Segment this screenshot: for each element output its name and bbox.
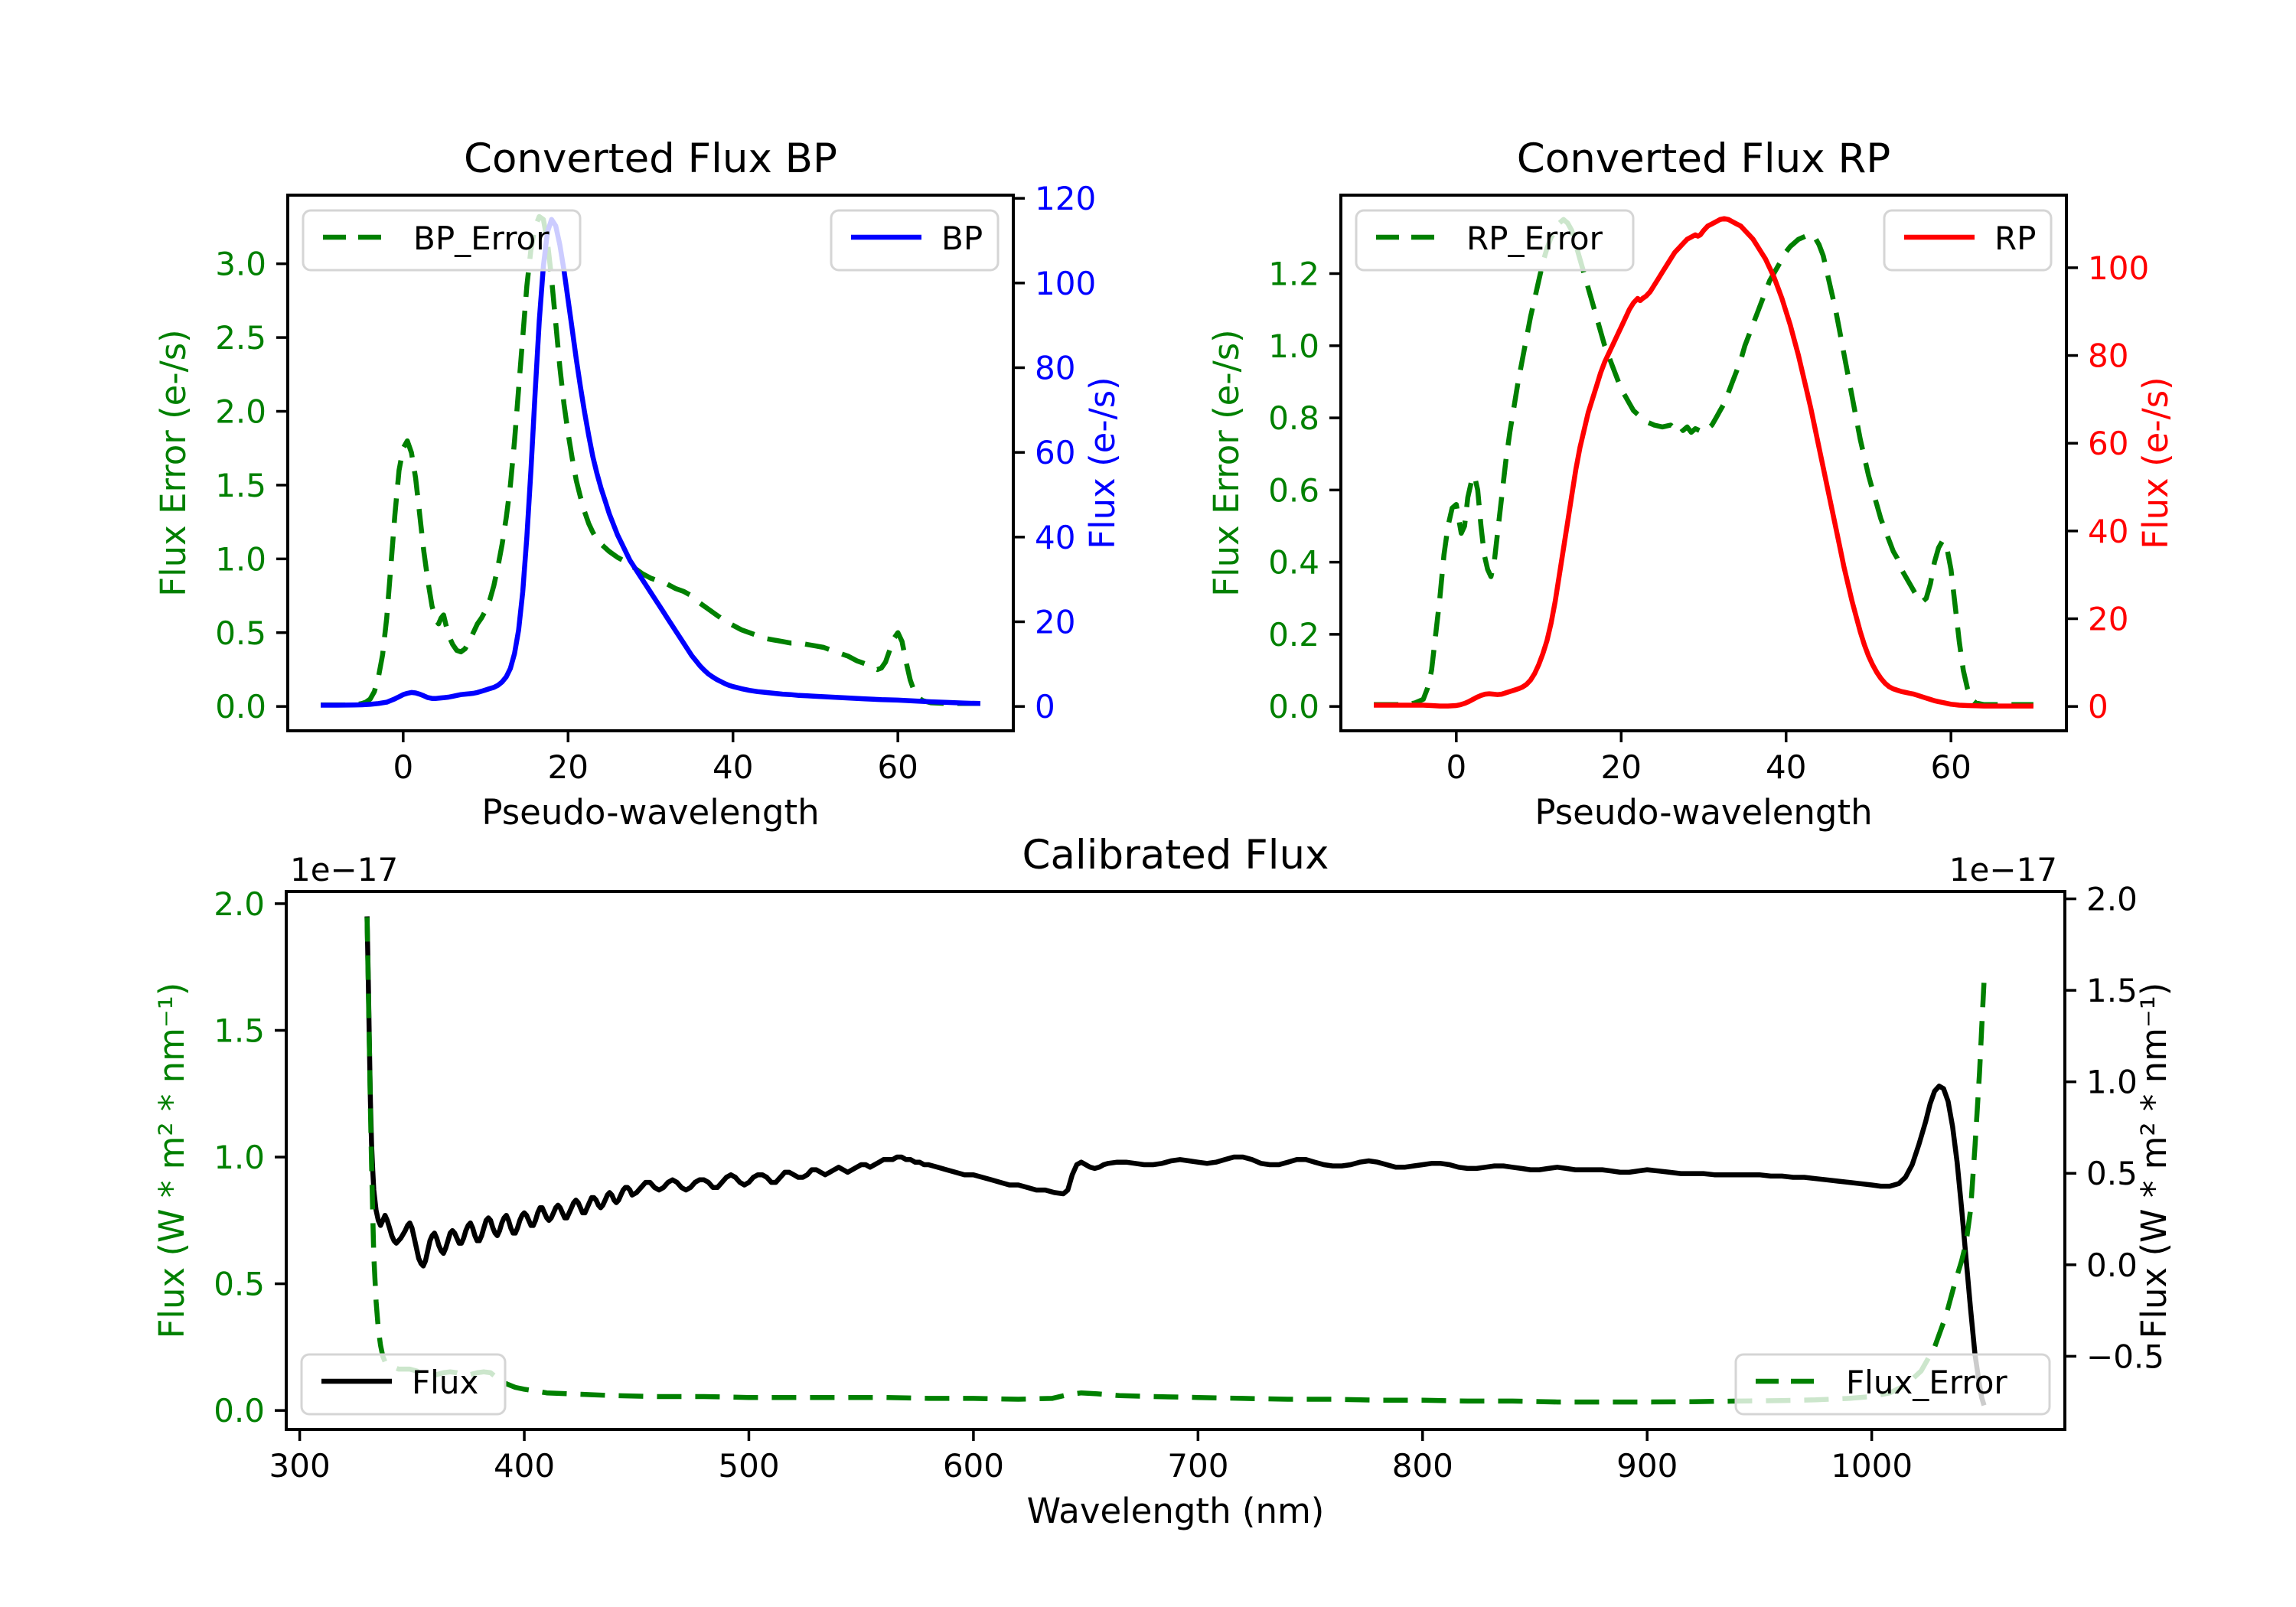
- y-tick-label-right: 40: [2088, 513, 2128, 550]
- y-axis-label-right: Flux (e-/s): [2135, 376, 2176, 549]
- y-tick-label-right: 0.5: [2086, 1155, 2138, 1192]
- bp-line: [321, 217, 980, 708]
- rp-error-line: [1374, 217, 2033, 708]
- y-tick-label-right: 120: [1035, 180, 1096, 217]
- y-tick-label-left: 2.5: [215, 319, 266, 357]
- y-tick-label-right: 40: [1035, 519, 1075, 556]
- subplot-rp: 0 20 40 60 0.0 0.2 0.4 0.6 0.8 1.0 1.2 0 20 40 60 80 100…: [1206, 135, 2176, 833]
- legend-label: RP: [1994, 220, 2037, 257]
- y-tick-label-right: 80: [1035, 349, 1075, 386]
- legend-flux: Flux: [300, 1353, 507, 1416]
- y-axis-label-right: Flux (W * m² * nm⁻¹): [2134, 983, 2174, 1339]
- axes-spines: [286, 194, 1015, 732]
- legend-box: [300, 1353, 507, 1416]
- y-tick-label-left: 0.8: [1268, 399, 1319, 437]
- legend-box: [302, 209, 582, 272]
- x-axis-label: Pseudo-wavelength: [1534, 792, 1872, 833]
- y-tick-label-left: 0.2: [1268, 616, 1319, 654]
- x-tick-label: 800: [1392, 1447, 1453, 1485]
- y-tick-label-left: 0.4: [1268, 544, 1319, 582]
- legend-label: Flux_Error: [1846, 1364, 2007, 1401]
- x-tick-label: 1000: [1831, 1447, 1913, 1485]
- x-tick-label: 40: [1766, 748, 1806, 786]
- legend-rp-error: RP_Error: [1355, 209, 1635, 272]
- legend-box: [1883, 209, 2053, 272]
- y-axis-label-left: Flux Error (e-/s): [1206, 329, 1247, 596]
- x-tick-label: 600: [943, 1447, 1004, 1485]
- bp-error-line: [321, 214, 980, 708]
- legend-rp: RP: [1883, 209, 2053, 272]
- y-tick-label-left: 1.0: [1268, 328, 1319, 365]
- y-tick-label-right: 60: [2088, 425, 2128, 462]
- y-tick-label-left: 0.0: [214, 1392, 265, 1429]
- x-tick-label: 60: [1930, 748, 1971, 786]
- y-axis-label-left: Flux (W * m² * nm⁻¹): [152, 983, 192, 1339]
- legend-flux-error: Flux_Error: [1734, 1353, 2051, 1416]
- subplot-cal: 300 400 500 600 700 800 900 1000 0.0 0.5 1.0 1.5 2.0…: [152, 832, 2174, 1531]
- y-tick-label-right: 20: [1035, 604, 1075, 641]
- y-tick-label-right: 80: [2088, 337, 2128, 375]
- offset-text-right: 1e−17: [1949, 851, 2057, 888]
- x-tick-label: 60: [877, 748, 918, 786]
- y-axis-label-left: Flux Error (e-/s): [153, 329, 194, 596]
- y-tick-label-right: 1.5: [2086, 972, 2138, 1009]
- chart-title: Converted Flux BP: [464, 135, 837, 182]
- x-tick-label: 700: [1167, 1447, 1228, 1485]
- x-tick-label: 20: [1601, 748, 1642, 786]
- y-tick-label-left: 0.0: [215, 688, 266, 725]
- x-tick-label: 40: [713, 748, 753, 786]
- y-tick-label-right: 2.0: [2086, 881, 2138, 918]
- x-axis-label: Pseudo-wavelength: [481, 792, 819, 833]
- x-tick-label: 900: [1616, 1447, 1678, 1485]
- chart-title: Converted Flux RP: [1517, 135, 1890, 182]
- x-tick-label: 300: [269, 1447, 331, 1485]
- y-tick-label-left: 2.0: [215, 393, 266, 431]
- y-tick-label-left: 1.0: [215, 540, 266, 578]
- x-tick-label: 20: [548, 748, 589, 786]
- y-tick-label-right: 0: [1035, 688, 1055, 725]
- y-tick-label-left: 3.0: [215, 246, 266, 283]
- legend-bp-error: BP_Error: [302, 209, 582, 272]
- y-tick-label-left: 2.0: [214, 885, 265, 923]
- y-tick-label-left: 0.5: [214, 1266, 265, 1303]
- y-tick-label-left: 1.2: [1268, 256, 1319, 293]
- legend-box: [1734, 1353, 2051, 1416]
- y-axis-label-right: Flux (e-/s): [1082, 376, 1123, 549]
- subplot-bp: 0 20 40 60 0.0 0.5 1.0 1.5 2.0 2.5 3.0 0 20 40 60 80 100…: [153, 135, 1123, 833]
- chart-title: Calibrated Flux: [1022, 832, 1329, 878]
- y-tick-label-right: −0.5: [2086, 1338, 2164, 1375]
- legend-label: Flux: [412, 1364, 478, 1401]
- legend-box: [830, 209, 1000, 272]
- x-axis-label: Wavelength (nm): [1027, 1491, 1325, 1531]
- y-tick-label-left: 0.0: [1268, 688, 1319, 725]
- y-tick-label-left: 1.5: [215, 467, 266, 504]
- x-tick-label: 400: [494, 1447, 555, 1485]
- y-tick-label-left: 1.5: [214, 1012, 265, 1049]
- legend-label: BP_Error: [413, 220, 550, 257]
- offset-text-left: 1e−17: [290, 851, 398, 888]
- legend-label: RP_Error: [1466, 220, 1603, 257]
- x-tick-label: 0: [393, 748, 413, 786]
- rp-line: [1374, 216, 2033, 709]
- y-tick-label-right: 0: [2088, 688, 2108, 725]
- y-tick-label-right: 20: [2088, 601, 2128, 638]
- legend-bp: BP: [830, 209, 1000, 272]
- legend-label: BP: [941, 220, 983, 257]
- legend-box: [1355, 209, 1635, 272]
- y-tick-label-right: 0.0: [2086, 1247, 2138, 1284]
- flux-line: [364, 916, 1987, 1407]
- axes-spines: [285, 890, 2066, 1431]
- y-tick-label-right: 100: [2088, 249, 2149, 287]
- y-tick-label-right: 100: [1035, 265, 1096, 302]
- y-tick-label-right: 60: [1035, 434, 1075, 471]
- x-tick-label: 0: [1446, 748, 1466, 786]
- y-tick-label-left: 0.5: [215, 614, 266, 652]
- axes-spines: [1339, 194, 2068, 732]
- x-tick-label: 500: [718, 1447, 779, 1485]
- y-tick-label-left: 0.6: [1268, 471, 1319, 509]
- y-tick-label-left: 1.0: [214, 1139, 265, 1176]
- y-tick-label-right: 1.0: [2086, 1064, 2138, 1101]
